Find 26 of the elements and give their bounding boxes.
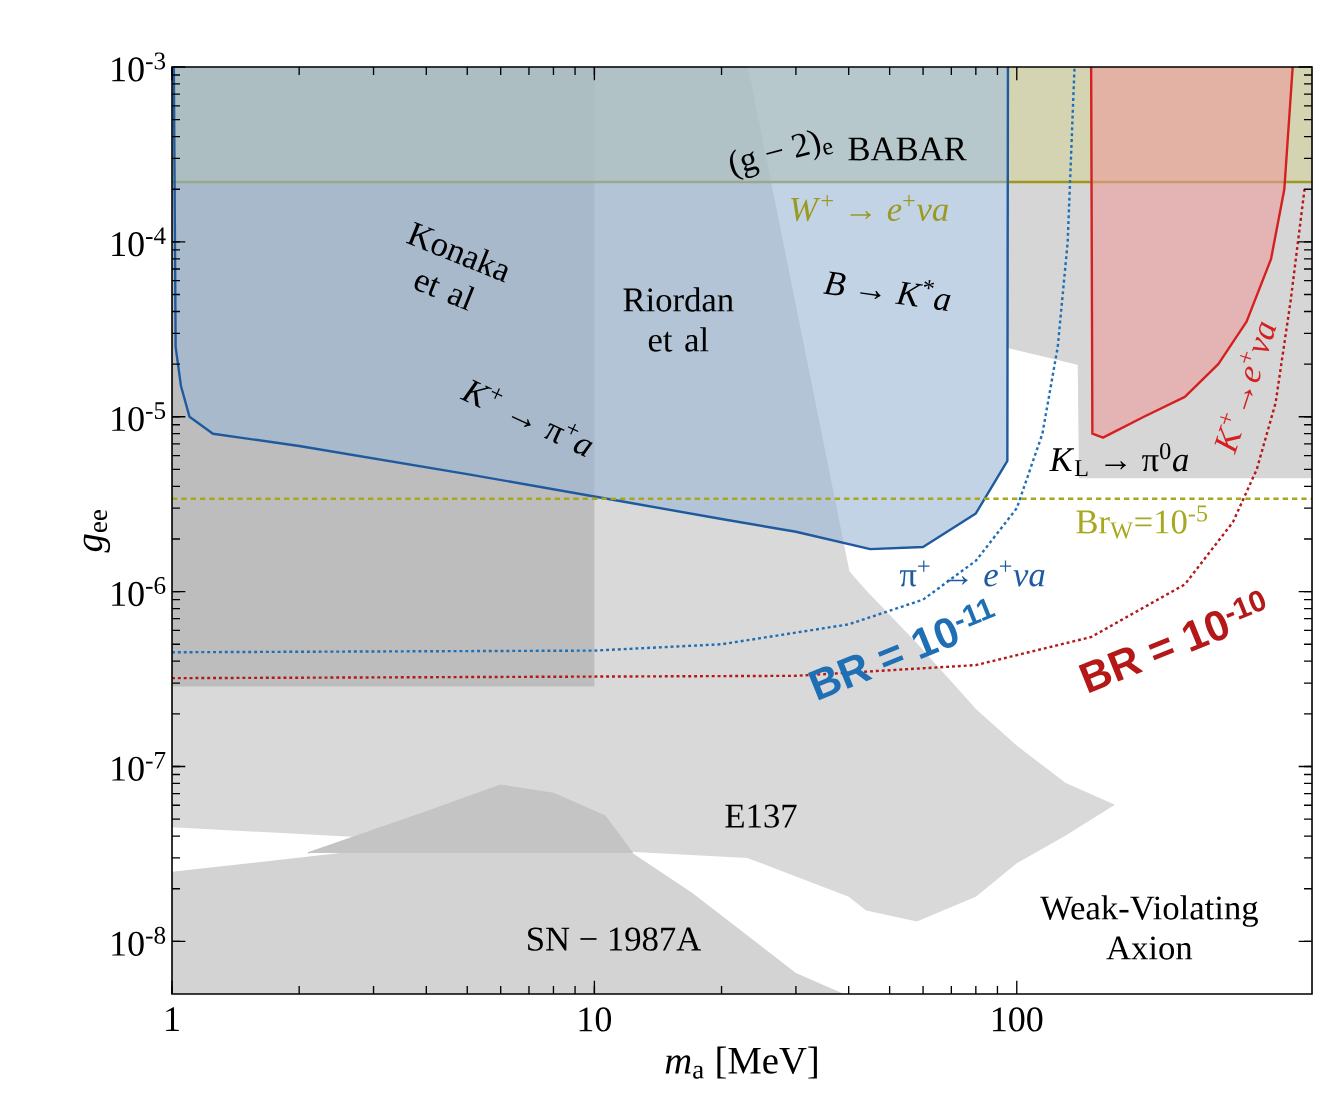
x-tick-label: 100: [992, 1007, 1043, 1032]
y-tick-label: 10$^{-6}$: [112, 577, 166, 607]
y-tick-label: 10$^{-7}$: [112, 752, 166, 781]
y-tick-label: 10$^{-3}$: [112, 52, 166, 82]
annotation: SN − 1987A: [528, 927, 702, 951]
text: BR = 10$^{-11}$: [808, 598, 996, 701]
annotation: (g − 2)$_{e}$: [729, 130, 834, 180]
y-tick-label: 10$^{-4}$: [112, 227, 166, 257]
text: K$^{+}$→e$^{+}$νa: [1214, 321, 1277, 455]
annotation: K$_{L}$ → π$^{0}$a: [1049, 442, 1188, 477]
annotation: B → K$^{*}$a: [823, 271, 951, 311]
annotation: E137: [725, 804, 797, 828]
x-tick-label: 1: [166, 1007, 179, 1032]
x-axis-title: m$_{a}$ [MeV]: [665, 1046, 817, 1079]
x-tick-label: 10: [579, 1007, 612, 1032]
y-tick-label: 10$^{-5}$: [112, 402, 166, 432]
series-label: π$^{+}$ → e$^{+}$νa: [899, 560, 1045, 587]
y-tick-label: 10$^{-8}$: [112, 926, 166, 956]
y-axis-title: g$_{ee}$: [83, 510, 111, 553]
annotation: K$^{+}$ → π$^{+}$a: [459, 379, 593, 457]
annotation: Riordan et al: [623, 287, 734, 352]
series-label: Br$_{W}$=10$^{-5}$: [1076, 505, 1208, 539]
annotation: BABAR: [848, 137, 967, 161]
series-label: W$^{+}$ → e$^{+}$νa: [791, 194, 948, 222]
annotation: Weak-Violating Axion: [1040, 895, 1258, 960]
text: BR = 10$^{-10}$: [1078, 590, 1266, 694]
